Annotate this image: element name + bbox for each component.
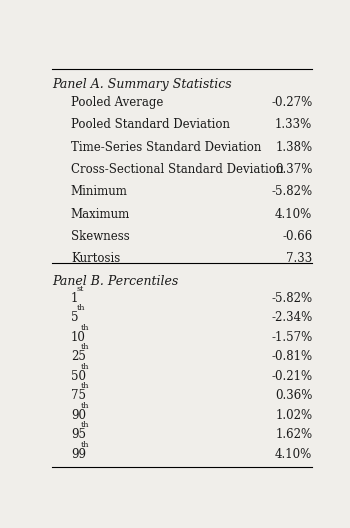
Text: 1: 1 [71,292,78,305]
Text: 7.33: 7.33 [286,252,312,266]
Text: th: th [77,304,85,312]
Text: 0.36%: 0.36% [275,390,312,402]
Text: 10: 10 [71,331,86,344]
Text: 1.38%: 1.38% [275,140,312,154]
Text: -1.57%: -1.57% [271,331,312,344]
Text: Panel A. Summary Statistics: Panel A. Summary Statistics [52,78,231,91]
Text: -0.27%: -0.27% [271,96,312,109]
Text: th: th [81,324,90,332]
Text: th: th [81,363,90,371]
Text: 95: 95 [71,428,86,441]
Text: Maximum: Maximum [71,208,130,221]
Text: Pooled Average: Pooled Average [71,96,163,109]
Text: Kurtosis: Kurtosis [71,252,120,266]
Text: Time-Series Standard Deviation: Time-Series Standard Deviation [71,140,261,154]
Text: Minimum: Minimum [71,185,128,199]
Text: 4.10%: 4.10% [275,208,312,221]
Text: 50: 50 [71,370,86,383]
Text: -0.21%: -0.21% [271,370,312,383]
Text: Pooled Standard Deviation: Pooled Standard Deviation [71,118,230,131]
Text: th: th [81,402,90,410]
Text: 1.62%: 1.62% [275,428,312,441]
Text: th: th [81,382,90,390]
Text: 75: 75 [71,390,86,402]
Text: 25: 25 [71,351,86,363]
Text: st: st [77,285,84,293]
Text: -5.82%: -5.82% [271,185,312,199]
Text: 1.02%: 1.02% [275,409,312,422]
Text: 99: 99 [71,448,86,461]
Text: th: th [81,421,90,429]
Text: 1.33%: 1.33% [275,118,312,131]
Text: Skewness: Skewness [71,230,130,243]
Text: th: th [81,343,90,351]
Text: -5.82%: -5.82% [271,292,312,305]
Text: Panel B. Percentiles: Panel B. Percentiles [52,275,178,288]
Text: 5: 5 [71,312,78,324]
Text: 0.37%: 0.37% [275,163,312,176]
Text: 4.10%: 4.10% [275,448,312,461]
Text: -2.34%: -2.34% [271,312,312,324]
Text: Cross-Sectional Standard Deviation: Cross-Sectional Standard Deviation [71,163,283,176]
Text: th: th [81,441,90,449]
Text: -0.81%: -0.81% [271,351,312,363]
Text: -0.66: -0.66 [282,230,312,243]
Text: 90: 90 [71,409,86,422]
